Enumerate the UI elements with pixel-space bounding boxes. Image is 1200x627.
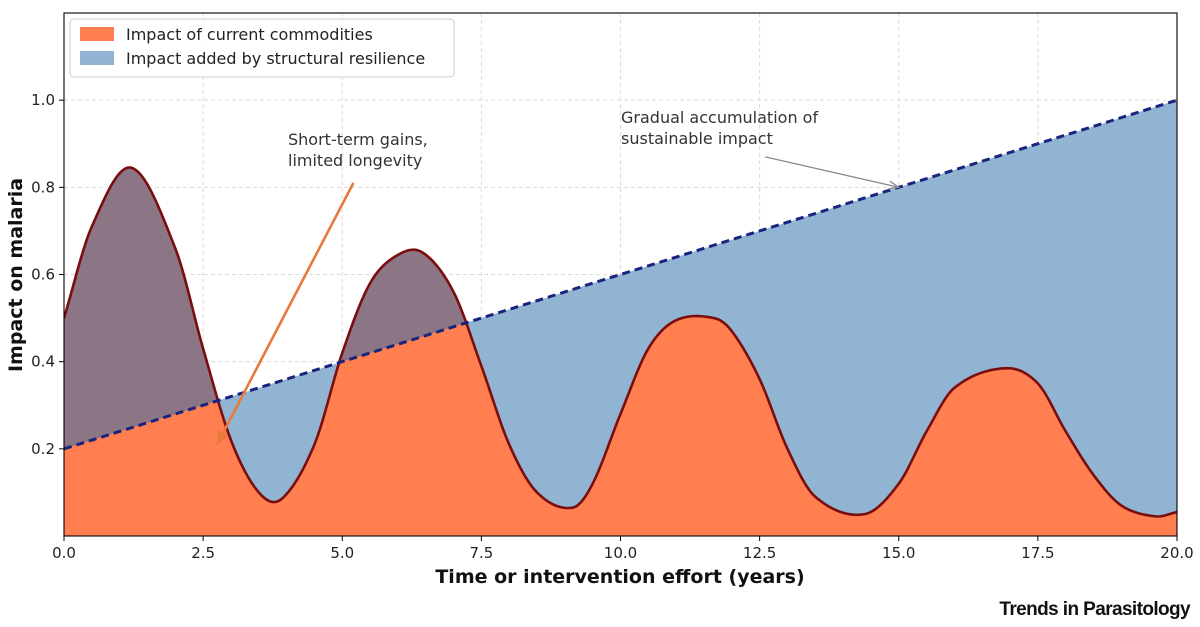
legend-box [69,18,455,78]
y-tick-label: 0.2 [31,440,55,458]
x-axis-title: Time or intervention effort (years) [435,566,804,588]
x-tick-label: 7.5 [469,544,493,562]
annotation-arrowhead [217,430,229,445]
x-tick-label: 15.0 [882,544,915,562]
series-resilience-area [64,100,1177,517]
series-commodities-area [64,167,1177,536]
annotation-arrow [765,156,899,188]
areas [64,98,1177,536]
legend-swatch [80,27,114,41]
overlap-area [339,249,465,363]
commodities-curve [64,166,1177,518]
y-tick-label: 0.6 [31,266,55,284]
annotation-arrowhead [888,180,901,190]
annotation-text: Short-term gains, [288,130,428,149]
legend-swatch [80,51,114,65]
annotation-text: sustainable impact [621,129,773,148]
y-axis-title: Impact on malaria [5,178,27,372]
x-tick-label: 17.5 [1021,544,1054,562]
x-tick-label: 10.0 [604,544,637,562]
annotation: Gradual accumulation of sustainable impac… [621,108,901,190]
annotation: Short-term gains, limited longevity [215,130,428,446]
x-tick-label: 2.5 [191,544,215,562]
y-tick-label: 1.0 [31,91,55,109]
x-tick-label: 5.0 [330,544,354,562]
x-tick-label: 20.0 [1160,544,1193,562]
legend: Impact of current commodities Impact adde… [69,18,455,78]
x-tick-label: 12.5 [743,544,776,562]
annotation-text: Gradual accumulation of [621,108,818,127]
annotation-text: limited longevity [288,151,422,170]
legend-label: Impact of current commodities [126,25,373,44]
y-tick-label: 0.4 [31,353,55,371]
overlap-area [64,167,218,449]
ticks: 0.0 2.5 5.0 7.5 10.0 12.5 15.0 17.5 20.0 0.2 0.4 0.… [31,91,1194,562]
y-tick-label: 0.8 [31,178,55,196]
annotations: Short-term gains, limited longevity Gradua… [215,108,901,446]
publisher-logo: Trends in Parasitology [999,599,1190,620]
x-tick-label: 0.0 [52,544,76,562]
annotation-arrow [215,182,355,446]
legend-label: Impact added by structural resilience [126,49,425,68]
